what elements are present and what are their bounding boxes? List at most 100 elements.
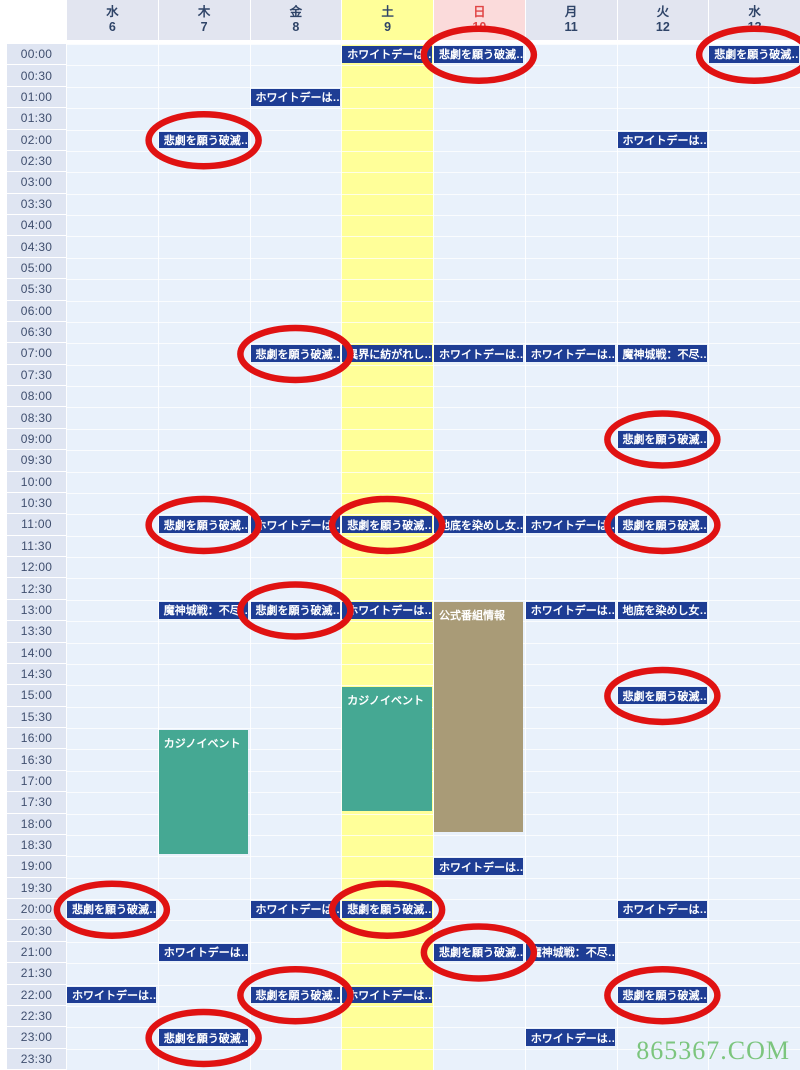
schedule-event[interactable]: ホワイトデーは… — [250, 901, 340, 918]
schedule-event[interactable]: 異界に紡がれし… — [342, 345, 432, 363]
schedule-event[interactable]: ホワイトデーは… — [617, 131, 707, 149]
schedule-event[interactable]: 悲劇を願う破滅… — [342, 516, 432, 534]
time-label: 00:30 — [7, 65, 66, 87]
schedule-event[interactable]: 悲劇を願う破滅… — [250, 986, 340, 1004]
event-title: 悲劇を願う破滅… — [255, 605, 340, 618]
time-label: 23:30 — [7, 1048, 66, 1070]
day-header-weekday: 月 — [564, 5, 578, 19]
schedule-event[interactable]: 地底を染めし女… — [434, 516, 524, 534]
event-title: ホワイトデーは… — [622, 134, 707, 147]
time-label: 09:30 — [7, 450, 66, 472]
event-title: 悲劇を願う破滅… — [439, 947, 524, 960]
schedule-event[interactable]: 悲劇を願う破滅… — [617, 516, 707, 534]
schedule-event[interactable]: ホワイトデーは… — [525, 1029, 615, 1047]
schedule-event[interactable]: 悲劇を願う破滅… — [434, 943, 524, 961]
schedule-event[interactable]: ホワイトデーは… — [525, 516, 615, 534]
time-label: 05:00 — [7, 257, 66, 280]
schedule-event[interactable]: ホワイトデーは… — [617, 901, 707, 918]
schedule-event[interactable]: ホワイトデーは… — [434, 858, 524, 876]
schedule-event[interactable]: 悲劇を願う破滅… — [250, 345, 340, 363]
schedule-event[interactable]: 悲劇を願う破滅… — [617, 986, 707, 1004]
time-label: 14:00 — [7, 642, 66, 664]
schedule-event[interactable]: 悲劇を願う破滅… — [250, 601, 340, 619]
schedule-event[interactable]: カジノイベント — [158, 730, 248, 854]
schedule-event[interactable]: ホワイトデーは… — [342, 601, 432, 619]
event-title: 地底を染めし女… — [439, 519, 524, 532]
time-label: 15:30 — [7, 706, 66, 728]
schedule-event[interactable]: 悲劇を願う破滅… — [434, 46, 524, 63]
event-title: ホワイトデーは… — [347, 49, 432, 62]
time-label: 01:00 — [7, 86, 66, 109]
schedule-event[interactable]: 悲劇を願う破滅… — [709, 46, 799, 63]
schedule-event[interactable]: 悲劇を願う破滅… — [342, 901, 432, 918]
schedule-event[interactable]: 地底を染めし女… — [617, 601, 707, 619]
event-title: 悲劇を願う破滅… — [622, 519, 707, 532]
schedule-event[interactable]: ホワイトデーは… — [158, 943, 248, 961]
time-label: 23:00 — [7, 1027, 66, 1049]
time-label: 11:30 — [7, 535, 66, 557]
time-label: 05:30 — [7, 279, 66, 301]
event-title: 魔神城戦：不尽… — [163, 605, 248, 618]
time-label: 19:00 — [7, 856, 66, 878]
schedule-event[interactable]: 公式番組情報 — [434, 601, 524, 833]
day-header-date: 6 — [108, 20, 116, 34]
day-header-weekday: 金 — [289, 5, 303, 19]
time-label: 13:30 — [7, 621, 66, 643]
day-column-13 — [708, 44, 800, 1070]
schedule-event[interactable]: ホワイトデーは… — [342, 986, 432, 1004]
time-label: 03:00 — [7, 172, 66, 194]
schedule-event[interactable]: 悲劇を願う破滅… — [158, 131, 248, 149]
schedule-event[interactable]: ホワイトデーは… — [525, 345, 615, 363]
event-title: 悲劇を願う破滅… — [347, 519, 432, 532]
schedule-event[interactable]: ホワイトデーは… — [434, 345, 524, 363]
time-label: 18:00 — [7, 813, 66, 835]
schedule-event[interactable]: 魔神城戦：不尽… — [525, 943, 615, 961]
time-label: 17:30 — [7, 792, 66, 814]
schedule-event[interactable]: ホワイトデーは… — [250, 516, 340, 534]
time-label: 16:30 — [7, 749, 66, 771]
event-title: ホワイトデーは… — [255, 92, 340, 105]
time-label: 20:00 — [7, 899, 66, 921]
event-title: ホワイトデーは… — [347, 989, 432, 1002]
event-title: ホワイトデーは… — [163, 947, 248, 960]
event-title: ホワイトデーは… — [622, 904, 707, 917]
schedule-event[interactable]: ホワイトデーは… — [342, 46, 432, 63]
schedule-event[interactable]: 悲劇を願う破滅… — [617, 687, 707, 705]
event-title: ホワイトデーは… — [255, 904, 340, 917]
schedule-event[interactable]: ホワイトデーは… — [250, 88, 340, 106]
schedule-event[interactable]: 悲劇を願う破滅… — [617, 430, 707, 448]
time-label: 12:30 — [7, 578, 66, 600]
time-label: 00:00 — [7, 44, 66, 66]
event-title: 悲劇を願う破滅… — [622, 690, 707, 703]
event-title: 異界に紡がれし… — [347, 348, 432, 361]
schedule-event[interactable]: カジノイベント — [342, 687, 432, 811]
day-header-10: 日 10 — [433, 0, 525, 40]
day-column-11 — [524, 44, 617, 1070]
event-title: 悲劇を願う破滅… — [622, 989, 707, 1002]
event-title: 悲劇を願う破滅… — [72, 904, 157, 917]
event-title: ホワイトデーは… — [530, 348, 615, 361]
day-header-11: 月 11 — [524, 0, 617, 40]
event-title: 悲劇を願う破滅… — [714, 49, 799, 62]
schedule-event[interactable]: 魔神城戦：不尽… — [158, 601, 248, 619]
schedule-event[interactable]: 悲劇を願う破滅… — [158, 516, 248, 534]
day-header-weekday: 水 — [748, 5, 761, 19]
event-title: 悲劇を願う破滅… — [439, 49, 524, 62]
time-label: 20:30 — [7, 920, 66, 942]
schedule-event[interactable]: 悲劇を願う破滅… — [158, 1029, 248, 1047]
event-title: 公式番組情報 — [439, 609, 505, 622]
day-header-date: 7 — [200, 20, 208, 34]
day-header-weekday: 水 — [106, 5, 119, 19]
schedule-event[interactable]: 悲劇を願う破滅… — [67, 901, 157, 918]
schedule-event[interactable]: 魔神城戦：不尽… — [617, 345, 707, 363]
time-label: 12:00 — [7, 557, 66, 579]
schedule-event[interactable]: ホワイトデーは… — [525, 601, 615, 619]
day-header-date: 10 — [472, 20, 487, 34]
event-title: 悲劇を願う破滅… — [622, 434, 707, 447]
time-label: 22:00 — [7, 984, 66, 1006]
time-label: 21:00 — [7, 941, 66, 964]
schedule-event[interactable]: ホワイトデーは… — [67, 986, 157, 1004]
event-title: 悲劇を願う破滅… — [255, 989, 340, 1002]
